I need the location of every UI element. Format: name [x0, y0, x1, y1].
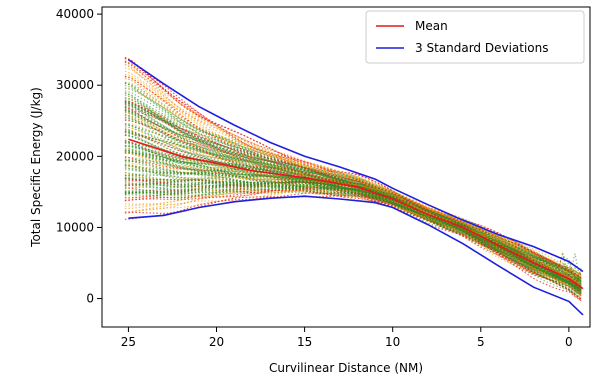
trajectory-trace — [124, 175, 582, 289]
trajectory-trace — [124, 177, 582, 291]
trajectory-trace — [124, 57, 582, 277]
y-axis-title: Total Specific Energy (J/kg) — [29, 87, 43, 248]
legend: Mean 3 Standard Deviations — [365, 10, 585, 64]
trajectory-trace — [124, 194, 582, 302]
x-tick-label: 5 — [477, 335, 485, 349]
y-tick-label: 20000 — [56, 149, 94, 163]
trajectory-trace — [124, 189, 582, 288]
trajectory-trace — [124, 141, 582, 287]
x-axis-title: Curvilinear Distance (NM) — [269, 361, 423, 375]
x-tick-label: 20 — [209, 335, 224, 349]
trajectory-trace — [124, 114, 582, 286]
trajectory-trace — [124, 64, 582, 283]
x-tick-label: 15 — [297, 335, 312, 349]
trajectory-trace — [124, 97, 582, 295]
mean-line — [128, 138, 584, 290]
upper-std-line — [127, 58, 584, 273]
trajectory-trace — [124, 60, 582, 285]
y-tick-label: 30000 — [56, 78, 94, 92]
trajectory-trace — [124, 90, 582, 283]
y-tick-label: 10000 — [56, 220, 94, 234]
lower-std-line — [128, 195, 584, 316]
legend-label-mean: Mean — [415, 19, 448, 33]
legend-box — [365, 10, 585, 64]
trajectory-trace — [124, 92, 582, 276]
trajectory-trace — [124, 99, 582, 276]
trajectory-trace — [124, 189, 582, 299]
trajectory-trace — [124, 77, 582, 275]
x-tick-label: 10 — [385, 335, 400, 349]
y-tick-label: 0 — [86, 292, 94, 306]
trajectory-trace — [124, 100, 582, 279]
trajectory-trace — [124, 188, 582, 296]
trajectory-trace — [124, 70, 582, 278]
trajectory-trace — [124, 100, 582, 280]
trajectory-trace — [124, 159, 582, 292]
trajectory-trace — [124, 152, 582, 286]
trajectory-trace — [124, 188, 582, 290]
trajectory-trace — [124, 67, 582, 277]
trajectory-trace — [124, 82, 582, 282]
legend-label-std: 3 Standard Deviations — [415, 41, 549, 55]
trajectory-trace — [124, 190, 582, 301]
trajectory-trace — [124, 142, 582, 291]
trajectory-trace — [124, 182, 582, 293]
trajectory-trace — [124, 112, 582, 282]
y-axis: 0 10000 20000 30000 40000 — [56, 7, 102, 306]
trajectory-trace — [124, 119, 582, 291]
series-lines — [127, 58, 584, 316]
x-tick-label: 0 — [565, 335, 573, 349]
trajectory-trace — [124, 167, 582, 292]
trajectory-trace — [124, 122, 582, 287]
trajectory-trace — [124, 181, 582, 288]
trajectory-trace — [124, 126, 582, 287]
trajectory-trace — [124, 187, 582, 300]
x-axis: 25 20 15 10 5 0 — [121, 327, 573, 349]
plot-frame — [101, 6, 591, 328]
x-tick-label: 25 — [121, 335, 136, 349]
y-tick-label: 40000 — [56, 7, 94, 21]
trajectory-trace — [124, 114, 582, 291]
